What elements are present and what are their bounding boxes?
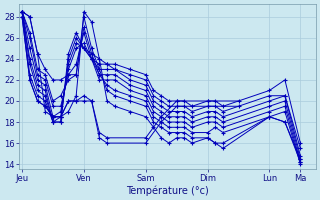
X-axis label: Température (°c): Température (°c): [126, 185, 209, 196]
